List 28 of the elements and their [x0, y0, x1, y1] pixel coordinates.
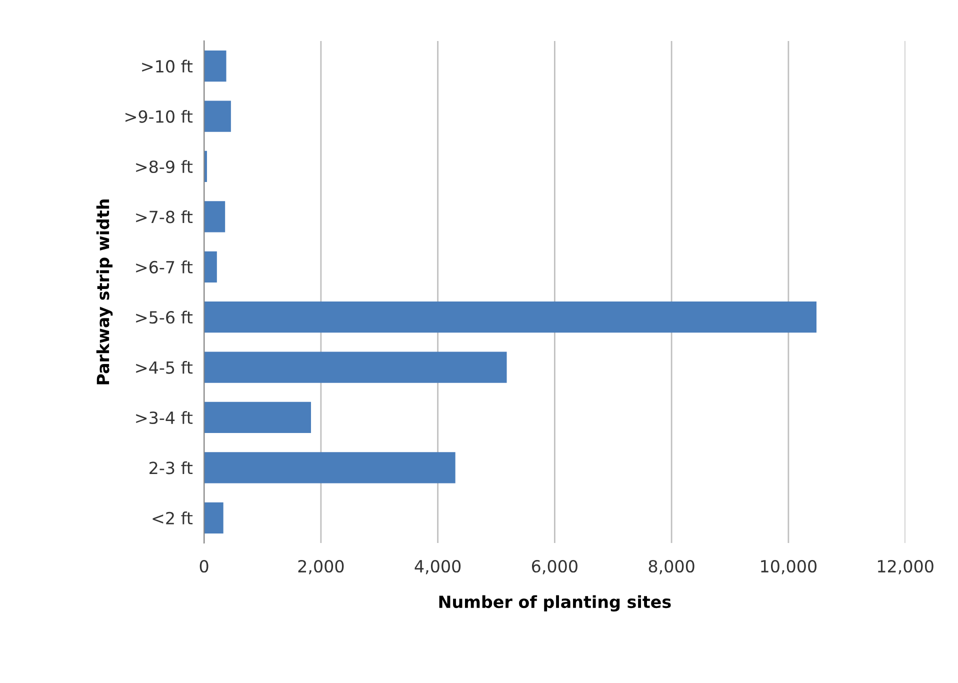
y-tick-label: 2-3 ft	[150, 461, 193, 474]
y-tick-label: >9-10 ft	[126, 110, 193, 123]
bar	[204, 402, 311, 434]
y-tick-label: >4-5 ft	[136, 360, 193, 374]
bar	[204, 201, 226, 232]
x-tick-label: 6,000	[532, 560, 578, 574]
y-tick-label: >6-7 ft	[136, 260, 193, 274]
x-tick-label: 4,000	[414, 560, 461, 574]
bar	[204, 352, 507, 383]
x-tick-label: 10,000	[761, 560, 816, 574]
y-tick-label: >5-6 ft	[136, 310, 193, 324]
bar	[204, 251, 217, 282]
bar	[204, 302, 816, 333]
y-tick-label: >3-4 ft	[136, 411, 193, 424]
y-axis-title: Parkway strip width	[96, 200, 113, 384]
x-tick-label: 0	[200, 560, 208, 573]
y-tick-label: <2 ft	[152, 512, 193, 524]
bar	[204, 100, 231, 132]
x-axis-title: Number of planting sites	[439, 595, 671, 612]
y-tick-label: >10 ft	[142, 60, 193, 73]
y-tick-label: >7-8 ft	[136, 210, 193, 224]
x-tick-label: 8,000	[648, 560, 694, 574]
y-tick-label: >8-9 ft	[136, 160, 193, 174]
x-tick-label: 2,000	[298, 560, 344, 574]
x-tick-label: 12,000	[878, 560, 934, 574]
bar	[204, 502, 224, 534]
bar	[204, 50, 226, 82]
bar	[204, 452, 456, 484]
